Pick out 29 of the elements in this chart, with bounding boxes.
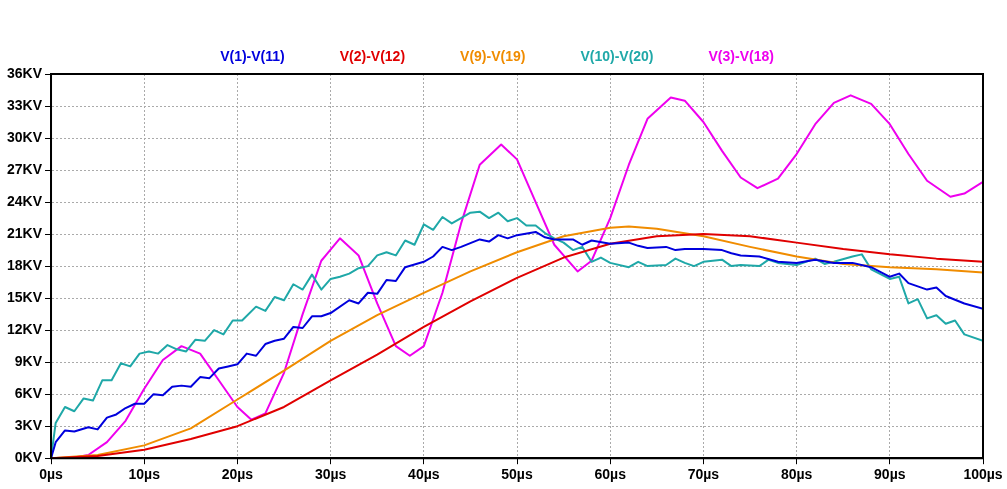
y-tick-label: 0KV: [14, 449, 43, 466]
x-tick-label: 80µs: [780, 466, 813, 483]
x-tick-label: 40µs: [408, 466, 440, 483]
y-tick-label: 3KV: [14, 417, 43, 434]
x-tick-label: 10µs: [128, 466, 161, 483]
y-tick-label: 6KV: [14, 385, 43, 402]
y-tick-label: 27KV: [6, 160, 43, 177]
text: V(2)-V(12): [339, 47, 406, 64]
text: V(9)-V(19): [460, 47, 526, 64]
x-tick-label: 90µs: [874, 466, 906, 483]
text: V(10)-V(20): [580, 47, 654, 64]
y-tick-label: 30KV: [6, 128, 43, 145]
x-tick-label: 0µs: [39, 466, 64, 483]
y-tick-label: 24KV: [6, 192, 43, 209]
y-tick-label: 33KV: [6, 96, 43, 113]
y-tick-label: 15KV: [6, 288, 43, 305]
text: V(3)-V(18): [708, 47, 774, 64]
x-tick-label: 100µs: [963, 466, 1003, 483]
y-tick-label: 21KV: [6, 224, 43, 241]
y-tick-label: 12KV: [6, 320, 43, 337]
x-tick-label: 70µs: [687, 466, 720, 483]
y-tick-label: 36KV: [6, 64, 43, 81]
x-tick-label: 50µs: [501, 466, 533, 483]
text: V(1)-V(11): [220, 47, 285, 64]
y-tick-label: 9KV: [14, 353, 43, 370]
x-tick-label: 30µs: [314, 466, 347, 483]
x-tick-label: 60µs: [594, 466, 627, 483]
x-tick-label: 20µs: [221, 466, 254, 483]
y-tick-label: 18KV: [6, 256, 43, 273]
